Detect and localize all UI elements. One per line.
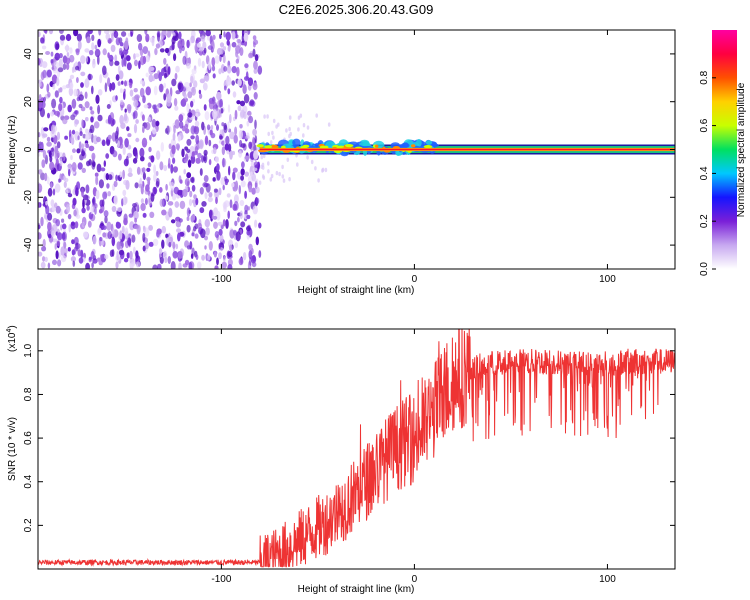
snr-frame xyxy=(37,328,676,570)
snr-panel: -100 0 100 0.2 0.4 0.6 0.8 1.0 Height of straig… xyxy=(6,325,676,595)
colorbar-tick-label: 0.2 xyxy=(699,214,710,228)
snr-axes: -100 0 100 0.2 0.4 0.6 0.8 1.0 xyxy=(23,329,675,585)
spectrogram-xtick-label: 100 xyxy=(599,274,616,285)
snr-xtick-label: 100 xyxy=(599,574,616,585)
spectrogram-ylabel: Frequency (Hz) xyxy=(7,116,18,185)
spectrogram-plot-area xyxy=(38,30,675,269)
spectrogram-ytick-label: 0 xyxy=(23,146,34,152)
snr-ytick-label: 0.8 xyxy=(23,387,34,401)
snr-xtick-label: 0 xyxy=(412,574,418,585)
snr-ytick-label: 0.2 xyxy=(23,518,34,532)
snr-ytick-label: 0.6 xyxy=(23,431,34,445)
snr-ytick-label: 1.0 xyxy=(23,343,34,357)
snr-plot-area xyxy=(38,329,675,568)
colorbar-ticks: 0.0 0.2 0.4 0.6 0.8 xyxy=(699,70,716,276)
spectrogram-panel: -100 0 100 -40 -20 0 20 40 Height of straight l… xyxy=(7,29,676,296)
spectrogram-xlabel: Height of straight line (km) xyxy=(298,285,415,296)
colorbar-tick-label: 0.6 xyxy=(699,118,710,132)
spectrogram-axes: -100 0 100 -40 -20 0 20 40 xyxy=(23,30,675,285)
figure-title: C2E6.2025.306.20.43.G09 xyxy=(279,2,434,17)
spectrogram-xtick-label: 0 xyxy=(412,274,418,285)
colorbar-tick-label: 0.4 xyxy=(699,166,710,180)
spectrogram-ytick-label: 20 xyxy=(23,96,34,108)
spectrogram-ytick-label: -40 xyxy=(23,237,34,252)
noise-region xyxy=(38,30,331,269)
snr-scale-label: (x104) xyxy=(6,325,18,352)
colorbar-tick-label: 0.0 xyxy=(699,262,710,276)
snr-ylabel: SNR (10 * v/v) xyxy=(7,417,18,481)
colorbar-label: Normalized spectral amplitude xyxy=(736,82,747,217)
colorbar: 0.0 0.2 0.4 0.6 0.8 Normalized spectral ampl… xyxy=(699,30,747,276)
colorbar-gradient xyxy=(712,30,737,269)
snr-series-line xyxy=(38,329,675,568)
spectrogram-ytick-label: 40 xyxy=(23,48,34,60)
signal-band xyxy=(256,138,675,157)
spectrogram-xtick-label: -100 xyxy=(211,274,231,285)
snr-xtick-label: -100 xyxy=(211,574,231,585)
snr-xlabel: Height of straight line (km) xyxy=(298,584,415,595)
snr-ytick-label: 0.4 xyxy=(23,474,34,488)
spectrogram-ytick-label: -20 xyxy=(23,190,34,205)
colorbar-tick-label: 0.8 xyxy=(699,70,710,84)
